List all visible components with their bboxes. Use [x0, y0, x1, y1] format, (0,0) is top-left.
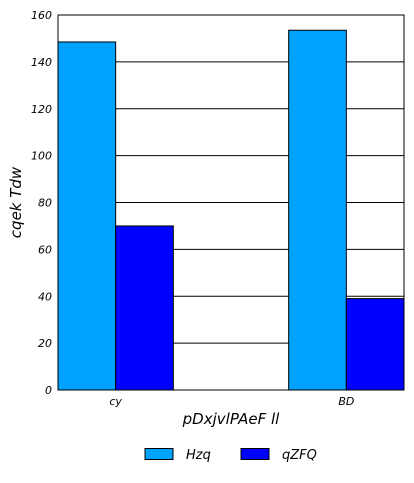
x-axis-ticks: cy BD	[109, 395, 354, 408]
y-axis-title: cqek Tdw	[7, 166, 25, 238]
x-tick-label: cy	[109, 395, 122, 408]
legend-label-hzq: Hzq	[186, 448, 211, 463]
bars	[57, 29, 405, 391]
y-tick-label: 0	[45, 384, 52, 397]
y-tick-label: 160	[31, 9, 52, 22]
y-tick-label: 80	[38, 197, 52, 210]
legend-swatch-qzfq	[240, 448, 270, 460]
y-tick-label: 120	[31, 103, 52, 116]
bar-hzq-bd	[288, 29, 347, 391]
bar-qzfq-bd	[345, 298, 405, 391]
x-axis-title: pDxjvlPAeF ll	[182, 410, 281, 428]
y-tick-label: 60	[38, 243, 52, 256]
legend-label-qzfq: qZFQ	[282, 448, 317, 463]
bar-qzfq-cy	[115, 225, 174, 391]
y-tick-label: 100	[31, 150, 52, 163]
bar-hzq-cy	[57, 41, 117, 391]
x-tick-label: BD	[338, 395, 354, 408]
y-tick-label: 40	[38, 290, 52, 303]
y-tick-label: 140	[31, 56, 52, 69]
legend-swatch-hzq	[144, 448, 174, 460]
plot-area-frame	[57, 14, 405, 391]
y-tick-label: 20	[38, 337, 52, 350]
y-axis-ticks: 0 20 40 60 80 100 120 140 160	[31, 9, 52, 397]
legend: Hzq qZFQ	[144, 448, 317, 463]
